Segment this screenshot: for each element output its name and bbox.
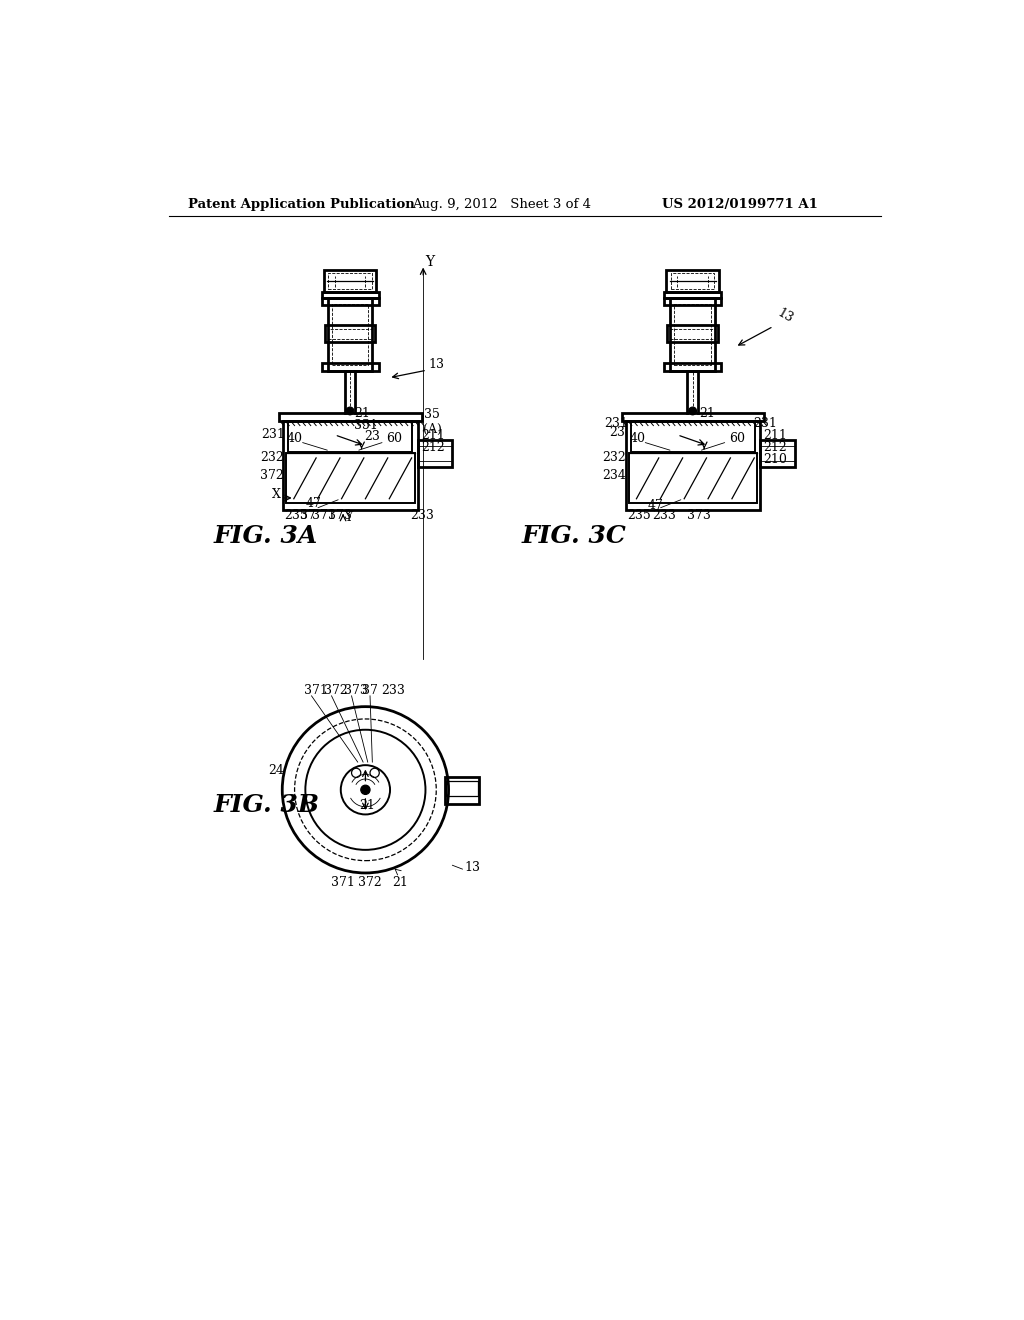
Text: 13: 13 [464, 861, 480, 874]
Text: (A): (A) [423, 422, 442, 436]
Text: 13: 13 [429, 358, 444, 371]
Text: 21: 21 [354, 407, 370, 420]
Text: 24: 24 [268, 764, 285, 777]
Text: FIG. 3C: FIG. 3C [521, 524, 627, 548]
Bar [665, 292, 721, 298]
Text: 23: 23 [608, 426, 625, 440]
Bar [626, 421, 761, 510]
Bar [328, 329, 373, 339]
Bar [631, 421, 755, 451]
Text: X: X [272, 488, 282, 502]
Bar [671, 273, 714, 289]
Text: 371: 371 [312, 508, 336, 521]
Bar [667, 271, 719, 292]
Bar [761, 441, 795, 467]
Text: 372: 372 [324, 684, 347, 697]
Bar [329, 273, 372, 289]
Text: 372: 372 [357, 876, 382, 890]
Bar [671, 298, 715, 371]
Text: 40: 40 [287, 432, 303, 445]
Text: 21: 21 [392, 876, 409, 890]
Text: 40: 40 [630, 432, 645, 445]
Text: 233: 233 [410, 508, 434, 521]
Circle shape [346, 407, 354, 414]
Text: 371: 371 [331, 876, 354, 890]
Text: 373: 373 [687, 508, 711, 521]
Bar [322, 363, 379, 371]
Text: 212: 212 [421, 441, 444, 454]
Text: 23: 23 [364, 430, 380, 444]
Text: 234: 234 [602, 469, 627, 482]
Text: FIG. 3A: FIG. 3A [214, 524, 318, 548]
Text: 231: 231 [261, 428, 286, 441]
Bar [629, 453, 758, 503]
Text: 372: 372 [260, 469, 284, 482]
Bar [446, 780, 478, 796]
Text: 373: 373 [328, 508, 351, 521]
Text: 373: 373 [344, 684, 368, 697]
Text: 351: 351 [354, 418, 378, 432]
Text: 231: 231 [753, 417, 776, 430]
Text: 211: 211 [421, 429, 444, 442]
Bar [328, 298, 373, 371]
Bar [280, 413, 422, 421]
Bar [668, 326, 718, 342]
Text: 13: 13 [775, 306, 796, 326]
Bar [286, 453, 415, 503]
Text: 37: 37 [362, 684, 378, 697]
Bar [322, 292, 379, 298]
Text: 211: 211 [764, 429, 787, 442]
Text: Aug. 9, 2012   Sheet 3 of 4: Aug. 9, 2012 Sheet 3 of 4 [412, 198, 591, 211]
Text: 47: 47 [648, 499, 664, 512]
Bar [322, 298, 379, 305]
Text: Y: Y [425, 255, 434, 269]
Text: Y: Y [345, 511, 353, 524]
Text: FIG. 3B: FIG. 3B [214, 793, 319, 817]
Bar [671, 329, 715, 339]
Bar [418, 441, 453, 467]
Text: US 2012/0199771 A1: US 2012/0199771 A1 [662, 198, 818, 211]
Bar [444, 777, 479, 804]
Circle shape [360, 785, 370, 795]
Bar [332, 304, 369, 364]
Text: 371: 371 [304, 684, 328, 697]
Text: 235: 235 [285, 508, 308, 521]
Bar [324, 271, 376, 292]
Text: 60: 60 [386, 432, 402, 445]
Text: 231: 231 [604, 417, 628, 430]
Text: 60: 60 [729, 432, 744, 445]
Text: 37: 37 [300, 508, 315, 521]
Bar [325, 326, 376, 342]
Text: 233: 233 [652, 508, 677, 521]
Text: Patent Application Publication: Patent Application Publication [188, 198, 415, 211]
Bar [665, 363, 721, 371]
Text: 232: 232 [260, 451, 284, 465]
Text: 235: 235 [628, 508, 651, 521]
Text: 35: 35 [424, 408, 439, 421]
Bar [283, 421, 418, 510]
Bar [289, 421, 413, 451]
Text: 210: 210 [764, 453, 787, 466]
Bar [622, 413, 764, 421]
Text: 21: 21 [698, 407, 715, 420]
Text: 47: 47 [305, 498, 322, 511]
Bar [674, 304, 711, 364]
Text: 212: 212 [764, 441, 787, 454]
Circle shape [689, 407, 696, 414]
Text: 232: 232 [602, 451, 627, 465]
Text: 233: 233 [381, 684, 404, 697]
Bar [665, 298, 721, 305]
Text: 21: 21 [359, 799, 375, 812]
